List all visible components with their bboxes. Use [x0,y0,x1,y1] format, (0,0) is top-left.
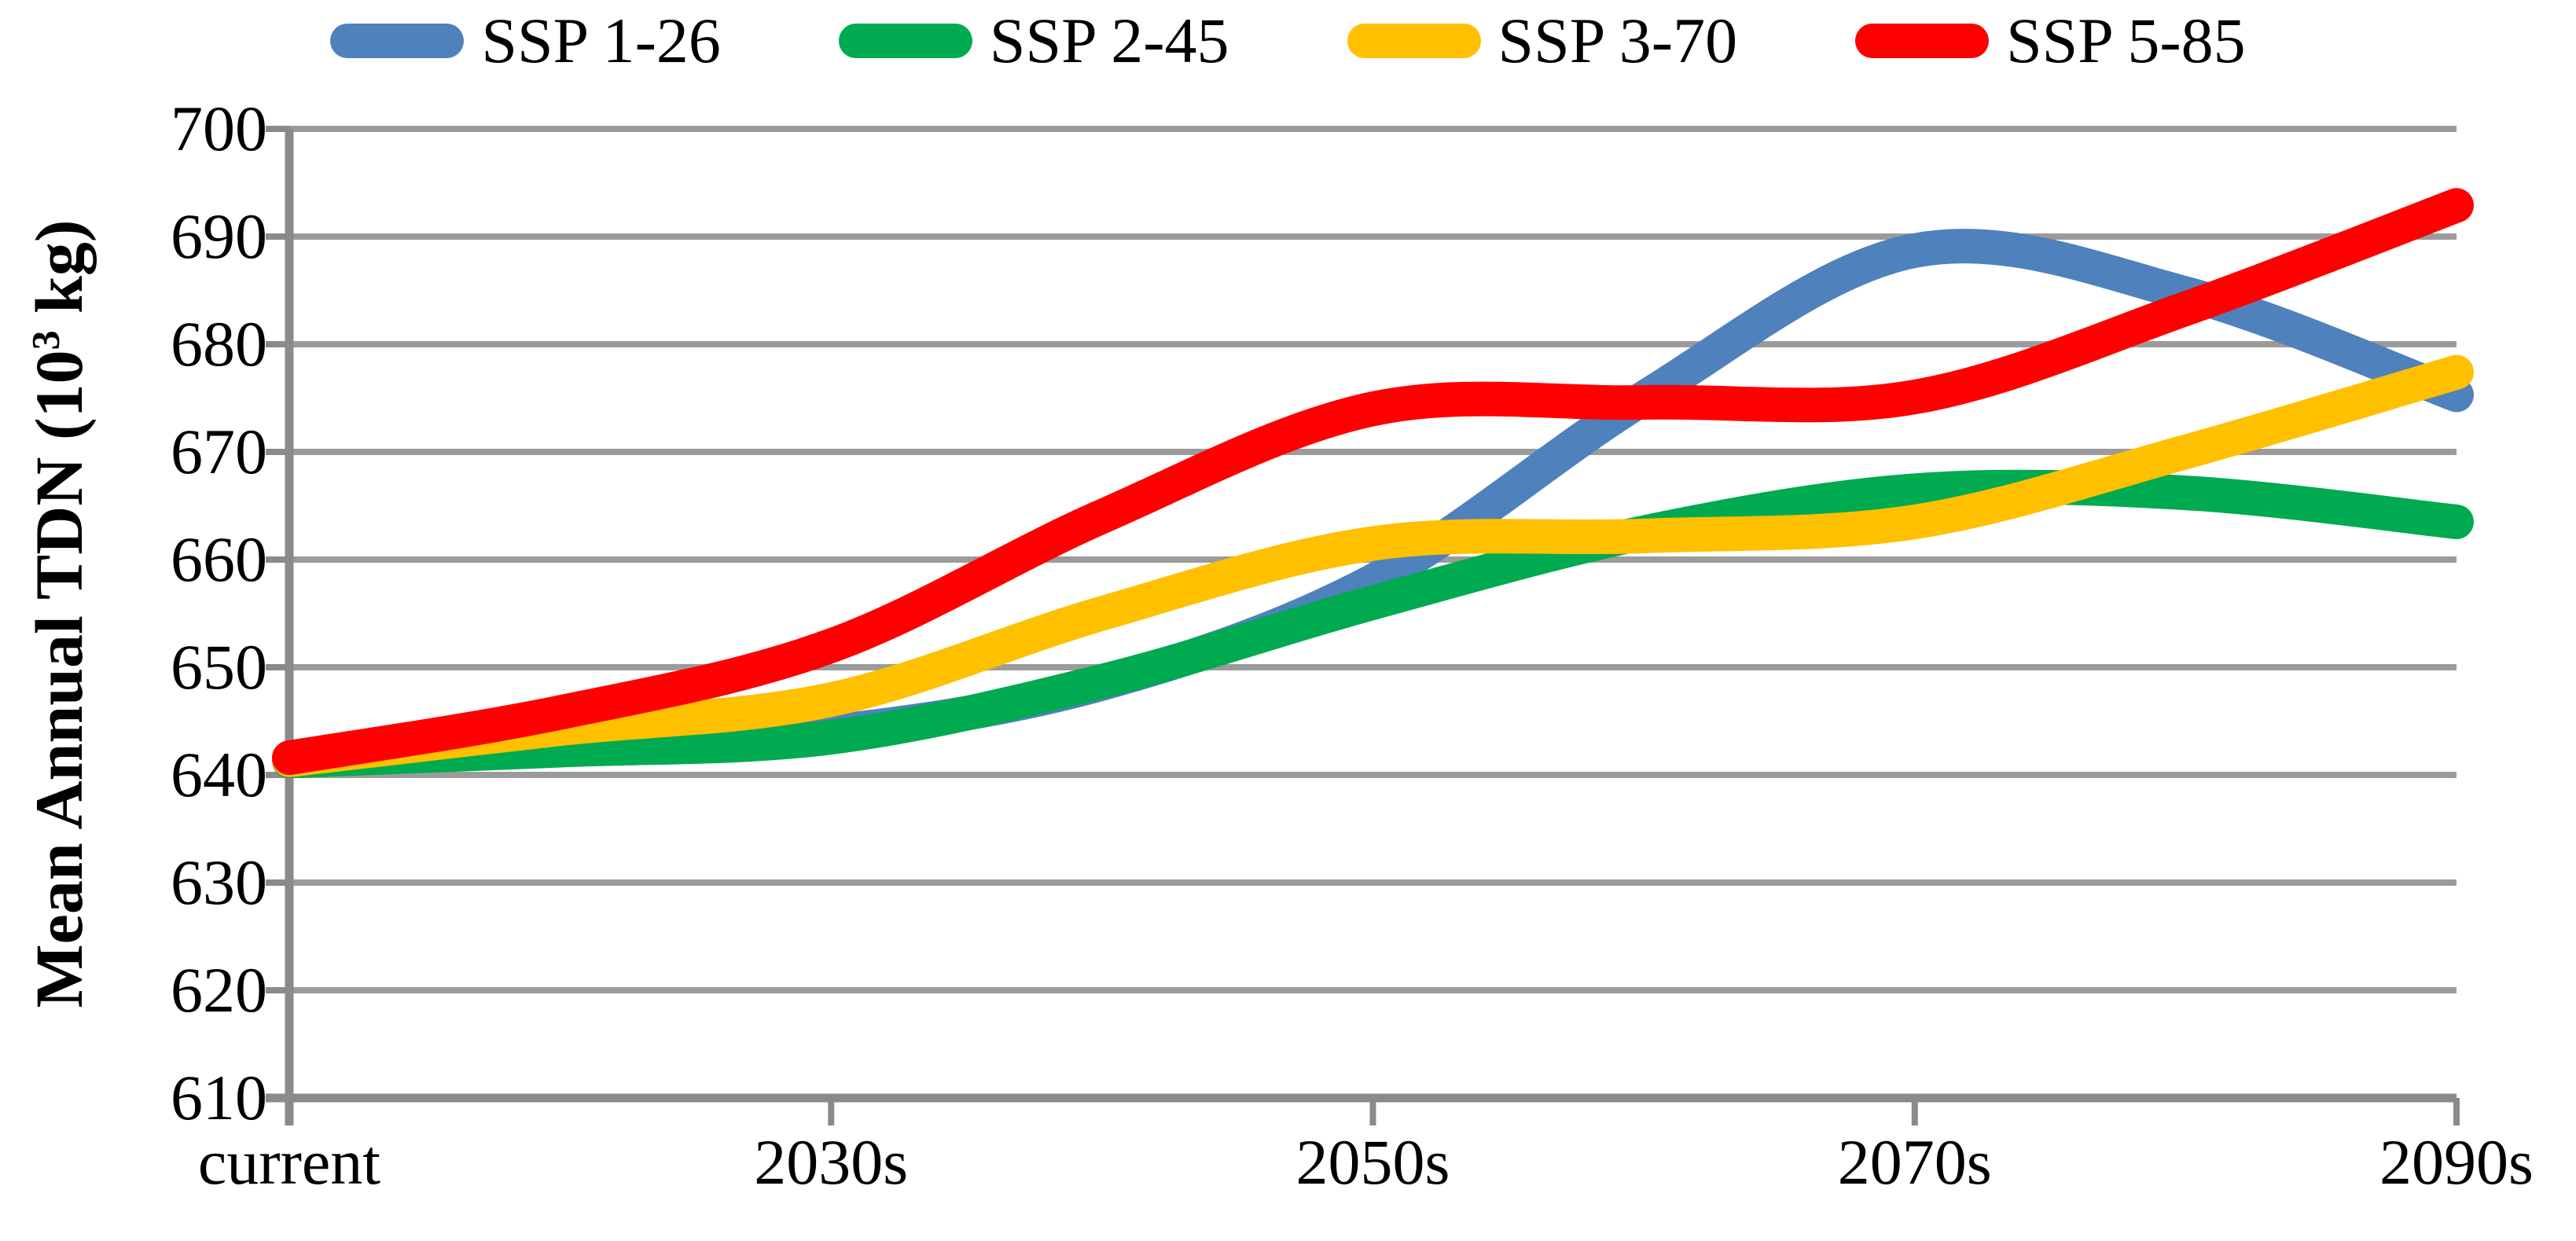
x-tick-label: 2070s [1837,1126,1992,1198]
x-tick-label: 2050s [1295,1126,1450,1198]
x-tick-label: current [197,1126,381,1198]
series-line-ssp-5-85 [272,188,2474,776]
y-tick-label: 670 [171,416,267,487]
legend-label: SSP 2-45 [989,5,1229,76]
legend-line-swatch [330,24,465,58]
x-tick-label: 2030s [754,1126,909,1198]
legend-label: SSP 1-26 [481,5,721,76]
y-tick-label: 630 [171,846,267,918]
legend-label: SSP 3-70 [1497,5,1738,76]
series-line-ssp-3-70 [272,354,2474,777]
legend: SSP 1-26 SSP 2-45 SSP 3-70 SSP 5-85 [0,3,2576,79]
legend-line-swatch [1855,24,1990,58]
legend-item-ssp-2-45: SSP 2-45 [838,5,1229,76]
y-tick-label: 650 [171,631,267,703]
legend-item-ssp-5-85: SSP 5-85 [1855,9,2246,73]
legend-label: SSP 5-85 [2006,5,2246,76]
y-tick-label: 680 [171,308,267,380]
legend-item-ssp-3-70: SSP 3-70 [1347,5,1738,76]
y-axis-title-exponent: 3 [24,330,68,351]
y-tick-label: 690 [171,200,267,272]
legend-item-ssp-1-26: SSP 1-26 [330,9,721,73]
y-tick-label: 620 [171,954,267,1026]
x-tick-label: 2090s [2379,1126,2534,1198]
y-tick-label: 640 [171,739,267,810]
legend-line-swatch [838,24,972,58]
y-tick-label: 610 [171,1062,267,1133]
y-tick-label: 660 [171,523,267,595]
y-tick-label: 700 [171,93,267,164]
legend-line-swatch [1347,24,1481,58]
